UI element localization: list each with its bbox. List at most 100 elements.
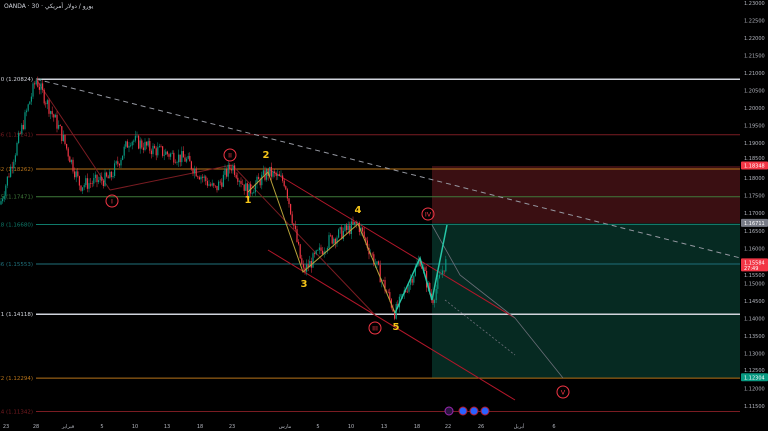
candle-body (387, 291, 389, 293)
candle-body (218, 181, 220, 191)
price-tick: 1.22000 (744, 36, 765, 42)
price-tick: 1.13000 (744, 351, 765, 357)
candle-body (45, 103, 47, 105)
candle-body (198, 177, 200, 180)
candle-body (182, 151, 184, 158)
candle-body (357, 222, 359, 224)
candle-body (406, 291, 408, 293)
price-tick: 1.13500 (744, 334, 765, 340)
price-tick: 1.17000 (744, 211, 765, 217)
candle-body (27, 104, 29, 111)
channel-line-lower (267, 249, 516, 401)
candle-body (74, 171, 76, 178)
candle-body (120, 159, 122, 166)
candle-body (208, 184, 210, 186)
candle-body (24, 112, 26, 130)
economic-event-icon (469, 406, 479, 416)
candle-body (352, 221, 354, 225)
candle-body (150, 150, 152, 155)
candle-body (314, 253, 316, 255)
candle-body (302, 264, 304, 268)
candle-body (379, 264, 381, 283)
candle-body (400, 294, 402, 297)
candle-body (86, 178, 88, 189)
minor-wave-label-2: 2 (263, 150, 270, 161)
wave-circle (368, 321, 382, 335)
price-tick: 1.14500 (744, 299, 765, 305)
fib-level-label: .5 (1.17471) (0, 195, 33, 201)
candle-body (307, 264, 309, 268)
candle-body (10, 166, 12, 177)
candle-body (179, 154, 181, 163)
candle-body (192, 169, 194, 174)
candle-body (32, 83, 34, 97)
candle-body (138, 135, 140, 149)
candle-body (438, 274, 440, 278)
candle-body (202, 176, 204, 178)
candle-body (176, 162, 178, 164)
candle-body (339, 227, 341, 230)
price-tick: 1.21500 (744, 54, 765, 60)
projection-line (431, 224, 564, 379)
candle-body (54, 114, 56, 118)
candle-body (152, 145, 154, 155)
candle-body (333, 238, 335, 244)
price-tick: 1.21000 (744, 71, 765, 77)
candle-body (61, 126, 63, 142)
candle-body (408, 284, 410, 292)
candle-body (211, 183, 213, 186)
candle-body (251, 193, 253, 194)
candle-body (53, 114, 55, 118)
candle-body (134, 135, 136, 141)
candle-body (8, 176, 10, 178)
candle-body (394, 311, 396, 319)
candle-body (141, 140, 143, 148)
candle-body (14, 155, 16, 162)
candle-body (155, 148, 157, 156)
candle-body (272, 171, 274, 177)
candle-body (443, 270, 445, 272)
candle-body (142, 147, 144, 150)
candle-body (230, 169, 232, 171)
candle-body (259, 179, 261, 186)
candle-body (16, 142, 18, 156)
price-tag (741, 218, 768, 227)
candle-body (290, 204, 292, 215)
candle-body (318, 247, 320, 251)
candle-body (50, 111, 52, 114)
fib-level-label: .618 (1.16680) (0, 222, 33, 228)
fib-level-label: 1 (1.14118) (1, 312, 33, 318)
candle-body (227, 164, 229, 177)
price-tick: 1.16000 (744, 246, 765, 252)
candle-body (160, 146, 162, 147)
candle-body (154, 145, 156, 149)
candle-body (243, 184, 245, 191)
candle-body (158, 146, 160, 148)
price-tick: 1.19000 (744, 141, 765, 147)
candle-body (126, 141, 128, 148)
candle-body (440, 274, 442, 276)
candle-body (341, 227, 343, 239)
candle-body (254, 183, 256, 193)
candle-body (64, 134, 66, 145)
candle-body (43, 89, 45, 104)
candle-body (285, 186, 287, 190)
candle-body (344, 225, 346, 231)
candle-body (336, 237, 338, 244)
minor-wave-label-3: 3 (301, 279, 308, 290)
candle-body (187, 155, 189, 159)
candle-body (48, 100, 50, 114)
abc-wave-line (394, 224, 448, 314)
candle-body (237, 177, 239, 182)
price-tick: 1.22500 (744, 19, 765, 25)
candle-body (34, 83, 36, 85)
wave-line (109, 164, 233, 191)
candle-body (291, 214, 293, 224)
candle-body (384, 280, 386, 291)
candle-body (157, 147, 159, 156)
candle-body (26, 110, 28, 113)
time-tick: 5 (100, 424, 103, 430)
fib-level-label: 1.414 (1.11342) (0, 409, 33, 415)
